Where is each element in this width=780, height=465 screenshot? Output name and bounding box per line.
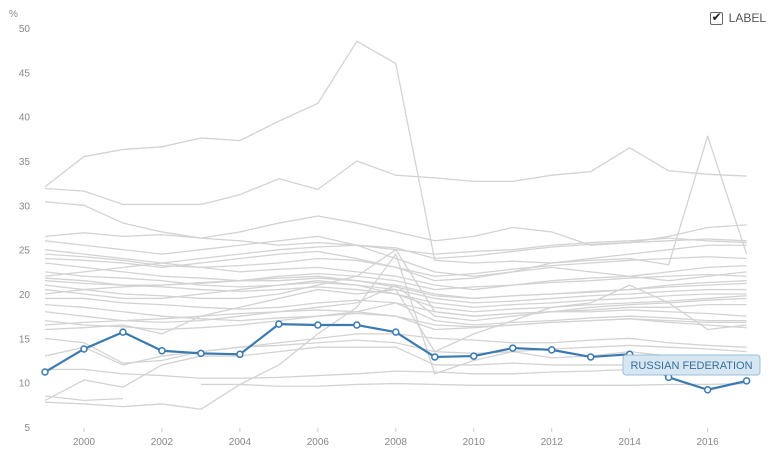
background-series-line	[44, 253, 747, 277]
background-series-line	[44, 147, 747, 206]
highlight-series-point[interactable]	[197, 349, 205, 358]
x-tick-label: 2004	[229, 437, 252, 448]
background-series-line	[200, 382, 747, 387]
background-series-line	[44, 235, 747, 282]
background-series-line	[44, 395, 123, 402]
highlight-series-point[interactable]	[470, 352, 478, 360]
highlight-series-point[interactable]	[314, 321, 322, 329]
x-tick-label: 2012	[541, 437, 564, 448]
background-series-line	[44, 275, 747, 300]
y-tick-label: 35	[19, 157, 31, 168]
y-tick-label: 45	[19, 68, 31, 79]
highlight-series-point[interactable]	[703, 386, 712, 394]
label-checkbox[interactable]: ✔	[709, 9, 723, 25]
background-series-line	[44, 280, 747, 313]
highlight-series-point[interactable]	[41, 368, 49, 376]
series-label-box	[622, 354, 761, 376]
x-tick-label: 2002	[151, 437, 174, 448]
background-series-line	[44, 249, 747, 317]
highlight-series-point[interactable]	[236, 350, 244, 359]
y-axis: 5 10 15 20 25 30 35 40 45 50	[19, 24, 31, 434]
highlight-series-point[interactable]	[742, 377, 751, 385]
highlight-series-point[interactable]	[80, 345, 88, 353]
x-tick-label: 2016	[697, 437, 720, 448]
y-tick-label: 25	[19, 246, 31, 257]
background-series-line	[45, 297, 747, 317]
background-series-line	[44, 309, 747, 331]
background-series-line	[44, 238, 747, 277]
highlight-series-point[interactable]	[508, 344, 517, 352]
x-axis: 2000 2002 2004 2006 2008 2010 2012 2014 2016	[73, 428, 719, 448]
background-series-group	[44, 40, 748, 410]
y-tick-label: 10	[19, 379, 31, 390]
highlight-series-label[interactable]: RUSSIAN FEDERATION	[622, 354, 761, 376]
background-series-line	[44, 284, 747, 324]
series-label-text: RUSSIAN FEDERATION	[630, 360, 752, 372]
y-axis-unit-label: %	[9, 9, 18, 20]
highlight-series-point[interactable]	[275, 320, 283, 328]
y-tick-label: 40	[19, 113, 31, 124]
y-tick-label: 50	[19, 24, 31, 35]
highlight-series-point[interactable]	[353, 321, 361, 329]
label-toggle[interactable]: ✔ LABEL	[709, 9, 766, 25]
background-series-line	[44, 339, 747, 366]
y-tick-label: 20	[19, 290, 31, 301]
highlight-series-point[interactable]	[158, 346, 166, 355]
x-tick-label: 2010	[463, 437, 486, 448]
background-series-line	[44, 40, 748, 266]
x-tick-label: 2008	[385, 437, 408, 448]
label-toggle-text: LABEL	[728, 11, 766, 25]
background-series-line	[44, 284, 747, 353]
highlight-series-point[interactable]	[119, 328, 127, 336]
x-tick-label: 2000	[73, 437, 96, 448]
background-series-line	[44, 302, 747, 331]
x-tick-label: 2014	[619, 437, 642, 448]
highlight-series-point[interactable]	[392, 328, 400, 336]
y-tick-label: 15	[19, 334, 31, 345]
y-tick-label: 30	[19, 201, 31, 212]
background-series-line	[44, 232, 747, 255]
x-tick-label: 2006	[307, 437, 330, 448]
y-tick-label: 5	[24, 423, 30, 434]
highlight-series-point[interactable]	[431, 353, 439, 361]
highlight-series-point[interactable]	[547, 346, 556, 354]
background-series-line	[44, 201, 747, 246]
highlight-series-point[interactable]	[586, 353, 595, 361]
check-icon: ✔	[711, 9, 722, 24]
